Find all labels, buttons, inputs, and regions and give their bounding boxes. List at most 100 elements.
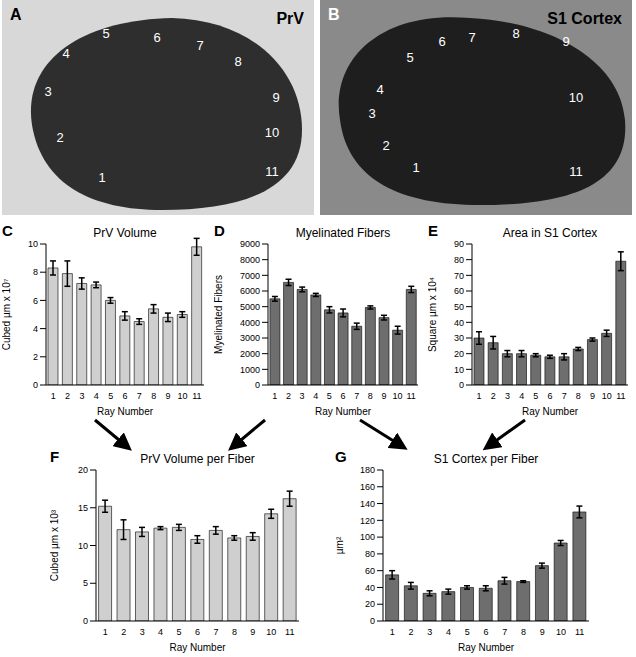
svg-text:Ray Number: Ray Number xyxy=(522,406,579,417)
svg-text:10: 10 xyxy=(266,627,276,637)
svg-text:Ray Number: Ray Number xyxy=(458,642,515,653)
svg-text:3: 3 xyxy=(427,627,432,637)
svg-text:5000: 5000 xyxy=(240,302,260,312)
svg-text:6: 6 xyxy=(438,34,445,49)
svg-text:8: 8 xyxy=(232,627,237,637)
svg-text:0: 0 xyxy=(459,380,464,390)
svg-text:3: 3 xyxy=(44,84,51,99)
svg-text:20: 20 xyxy=(365,599,375,609)
svg-text:6: 6 xyxy=(483,627,488,637)
svg-text:Myelinated Fibers: Myelinated Fibers xyxy=(214,275,224,354)
svg-text:60: 60 xyxy=(365,566,375,576)
svg-text:15: 15 xyxy=(78,503,88,513)
svg-text:9: 9 xyxy=(540,627,545,637)
svg-text:10: 10 xyxy=(602,391,612,401)
svg-text:2: 2 xyxy=(286,391,291,401)
svg-text:8: 8 xyxy=(576,391,581,401)
svg-text:PrV: PrV xyxy=(276,10,304,27)
svg-text:100: 100 xyxy=(360,532,375,542)
svg-text:Ray Number: Ray Number xyxy=(97,406,154,417)
svg-text:160: 160 xyxy=(360,482,375,492)
svg-text:5: 5 xyxy=(177,627,182,637)
svg-text:Ray Number: Ray Number xyxy=(169,642,226,653)
svg-text:6: 6 xyxy=(195,627,200,637)
svg-text:10: 10 xyxy=(28,239,38,249)
svg-text:10: 10 xyxy=(393,391,403,401)
svg-text:2: 2 xyxy=(33,352,38,362)
svg-text:5: 5 xyxy=(83,578,88,588)
svg-text:3: 3 xyxy=(300,391,305,401)
svg-text:5: 5 xyxy=(533,391,538,401)
svg-text:0: 0 xyxy=(370,616,375,626)
svg-text:8: 8 xyxy=(512,26,519,41)
svg-text:6: 6 xyxy=(340,391,345,401)
svg-text:60: 60 xyxy=(454,286,464,296)
svg-text:0: 0 xyxy=(33,380,38,390)
svg-text:8: 8 xyxy=(33,267,38,277)
svg-text:6: 6 xyxy=(153,30,160,45)
svg-text:3: 3 xyxy=(140,627,145,637)
svg-text:1000: 1000 xyxy=(240,365,260,375)
svg-text:120: 120 xyxy=(360,516,375,526)
svg-text:8: 8 xyxy=(521,627,526,637)
svg-text:11: 11 xyxy=(616,391,625,401)
svg-text:Ray Number: Ray Number xyxy=(315,406,372,417)
svg-text:S1 Cortex: S1 Cortex xyxy=(547,10,622,27)
svg-text:40: 40 xyxy=(454,318,464,328)
svg-text:7: 7 xyxy=(562,391,567,401)
svg-text:8000: 8000 xyxy=(240,255,260,265)
svg-text:80: 80 xyxy=(365,549,375,559)
svg-text:4: 4 xyxy=(33,324,38,334)
svg-text:B: B xyxy=(328,6,340,23)
svg-text:3: 3 xyxy=(505,391,510,401)
svg-text:7000: 7000 xyxy=(240,271,260,281)
svg-text:2000: 2000 xyxy=(240,349,260,359)
svg-text:5: 5 xyxy=(406,50,413,65)
svg-text:7: 7 xyxy=(213,627,218,637)
svg-text:8: 8 xyxy=(151,391,156,401)
svg-text:90: 90 xyxy=(454,239,464,249)
svg-text:4: 4 xyxy=(446,627,451,637)
svg-text:5: 5 xyxy=(327,391,332,401)
svg-text:1: 1 xyxy=(51,391,56,401)
svg-text:8: 8 xyxy=(234,54,241,69)
svg-text:0: 0 xyxy=(83,616,88,626)
svg-text:2: 2 xyxy=(382,138,389,153)
svg-text:30: 30 xyxy=(454,333,464,343)
svg-text:Cubed µm x 10⁷: Cubed µm x 10⁷ xyxy=(2,278,12,350)
svg-text:11: 11 xyxy=(575,627,584,637)
svg-text:A: A xyxy=(10,6,22,23)
svg-text:6000: 6000 xyxy=(240,286,260,296)
svg-text:2: 2 xyxy=(65,391,70,401)
svg-text:9: 9 xyxy=(272,90,279,105)
svg-text:7: 7 xyxy=(137,391,142,401)
svg-text:2: 2 xyxy=(56,130,63,145)
svg-text:3: 3 xyxy=(79,391,84,401)
svg-text:5: 5 xyxy=(102,26,109,41)
svg-text:180: 180 xyxy=(360,465,375,475)
svg-text:9: 9 xyxy=(381,391,386,401)
svg-text:3: 3 xyxy=(368,106,375,121)
svg-text:40: 40 xyxy=(365,583,375,593)
svg-text:1: 1 xyxy=(98,170,105,185)
svg-text:5: 5 xyxy=(465,627,470,637)
svg-text:0: 0 xyxy=(255,380,260,390)
svg-text:1: 1 xyxy=(412,160,419,175)
svg-text:10: 10 xyxy=(265,125,279,140)
svg-text:1: 1 xyxy=(477,391,482,401)
svg-text:20: 20 xyxy=(454,349,464,359)
svg-text:140: 140 xyxy=(360,499,375,509)
svg-text:9: 9 xyxy=(250,627,255,637)
svg-text:4: 4 xyxy=(519,391,524,401)
svg-text:7: 7 xyxy=(502,627,507,637)
svg-text:6: 6 xyxy=(547,391,552,401)
svg-text:Cubed µm x 10³: Cubed µm x 10³ xyxy=(50,509,60,581)
svg-text:2: 2 xyxy=(121,627,126,637)
svg-text:10: 10 xyxy=(454,365,464,375)
svg-text:2: 2 xyxy=(409,627,414,637)
svg-text:6: 6 xyxy=(122,391,127,401)
svg-text:1: 1 xyxy=(272,391,277,401)
svg-text:80: 80 xyxy=(454,255,464,265)
svg-text:11: 11 xyxy=(285,627,294,637)
svg-text:70: 70 xyxy=(454,271,464,281)
